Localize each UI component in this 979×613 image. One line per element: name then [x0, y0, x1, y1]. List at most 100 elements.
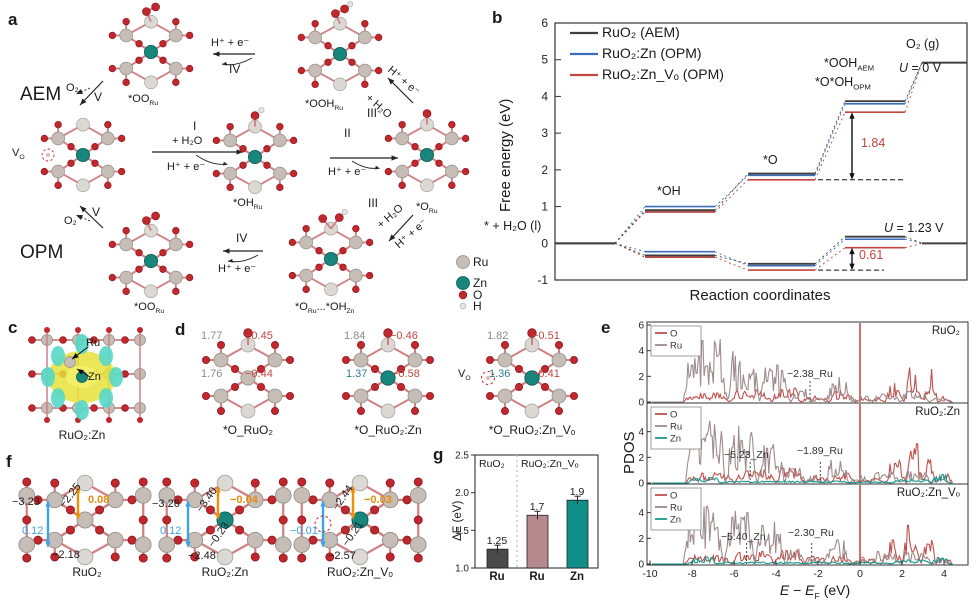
- g-group-ruo2-zn-vo: RuO₂:Zn_Vₒ: [521, 458, 579, 470]
- svg-text:5: 5: [541, 53, 548, 67]
- d1-charge-top: −0.45: [245, 330, 273, 342]
- vo-main: V: [12, 147, 20, 159]
- b-u0-label: U = 0 V: [899, 61, 941, 75]
- step-v-opm-label: V: [92, 205, 101, 219]
- step-iii-opm-label: III: [368, 196, 379, 210]
- struct-label-oo-ru-aem: *OORu: [128, 93, 158, 108]
- charge-density-art: [28, 327, 146, 423]
- b-gap-061-label: 0.61: [859, 248, 884, 262]
- c-zn-label: Zn: [88, 371, 101, 383]
- g-y-axis-label: ΔE (eV): [452, 500, 464, 541]
- d3-bond-top: 1.82: [487, 330, 509, 342]
- struct-label-ooh-ru: *OOHRu: [305, 98, 343, 113]
- t: = 1.23 V: [893, 221, 944, 235]
- e2-annotation-ru: −1.89_Ru: [797, 445, 843, 457]
- svg-text:-10: -10: [642, 568, 657, 580]
- t: Ru: [428, 208, 438, 216]
- svg-text:0: 0: [857, 568, 863, 580]
- panel-a-label: a: [8, 10, 18, 29]
- t: *OH: [233, 197, 254, 209]
- t: (eV): [819, 582, 851, 598]
- f-arrows: [45, 486, 356, 548]
- t: O: [465, 375, 471, 383]
- e1-title: RuO₂: [931, 325, 960, 337]
- t: ...: [316, 301, 326, 313]
- t: E: [779, 582, 790, 598]
- t: = 0 V: [908, 61, 942, 75]
- d1-bond-top: 1.77: [201, 330, 223, 342]
- b-gap-184-label: 1.84: [861, 136, 886, 150]
- svg-text:O: O: [670, 491, 677, 502]
- t: V: [458, 368, 466, 380]
- t: F: [814, 590, 820, 601]
- svg-text:0: 0: [638, 479, 644, 490]
- panel-g-label: g: [433, 445, 444, 464]
- e-x-axis-label: E − EF (eV): [735, 582, 895, 602]
- b-start-label: * + H₂O (l): [484, 219, 542, 233]
- f1-caption: RuO₂: [72, 565, 102, 579]
- molecule-o-ruo2-zn: [342, 328, 435, 419]
- e3-title: RuO₂:Zn_Vₒ: [896, 487, 960, 499]
- t: Ru: [155, 308, 165, 316]
- struct-label-o-ru: *ORu: [416, 201, 438, 216]
- t: Ru: [253, 204, 263, 212]
- d3-charge-top: −0.51: [532, 330, 560, 342]
- e-y-axis-label: PDOS: [621, 431, 638, 474]
- g-value-1: 1.25: [486, 535, 508, 547]
- panel-b-label: b: [492, 8, 503, 27]
- reagent-he-iv-opm: H⁺ + e⁻: [218, 263, 257, 275]
- svg-text:-2: -2: [813, 568, 822, 580]
- e3-annotation-ru: −2.30_Ru: [788, 527, 834, 539]
- free-energy-chart: -1 0 1 2 3 4 5 6: [537, 16, 968, 287]
- t: E: [805, 582, 815, 598]
- molecule-oh-ru: [212, 107, 298, 195]
- molecule-ooh-ru: [297, 1, 383, 92]
- reagent-h2o-i: + H₂O: [172, 135, 203, 147]
- f2-blue-value: 0.12: [160, 525, 182, 537]
- svg-text:4: 4: [941, 568, 947, 580]
- step-iv-opm-label: IV: [236, 231, 248, 245]
- g-value-2: 1.7: [529, 501, 545, 513]
- c-caption: RuO₂:Zn: [58, 428, 106, 442]
- svg-text:4: 4: [638, 427, 644, 438]
- svg-text:O: O: [670, 410, 677, 421]
- svg-text:2: 2: [541, 163, 548, 177]
- t: −: [789, 582, 806, 598]
- svg-text:Zn: Zn: [670, 434, 681, 445]
- d1-bond-mid: 1.76: [201, 368, 223, 380]
- t: *O: [416, 201, 429, 213]
- e2-title: RuO₂:Zn: [915, 406, 960, 418]
- d3-bond-mid: 1.36: [489, 368, 511, 380]
- svg-text:1: 1: [541, 200, 548, 214]
- svg-text:Ru: Ru: [670, 422, 682, 433]
- reagent-he-ii: H⁺ + e⁻: [328, 166, 367, 178]
- svg-text:Ru: Ru: [670, 341, 682, 352]
- g-cat-zn: Zn: [569, 571, 585, 583]
- e2-annotation-zn: −5.23_Zn: [724, 449, 769, 461]
- molecule-oo-ru-aem: [108, 2, 194, 90]
- d2-bond-top: 1.84: [344, 330, 366, 342]
- t: *O: [295, 301, 308, 313]
- svg-text:Ru: Ru: [670, 503, 682, 514]
- f3-orange-value: −0.03: [364, 494, 392, 506]
- c-ru-label: Ru: [86, 337, 101, 349]
- svg-text:2: 2: [638, 534, 644, 545]
- d2-bond-mid: 1.37: [346, 368, 368, 380]
- e1-annotation: −2.38_Ru: [787, 368, 833, 380]
- step-v-aem-label: V: [94, 90, 103, 104]
- molecule-f-ruo2-zn-vo: [293, 474, 427, 566]
- svg-text:-8: -8: [687, 568, 696, 580]
- svg-text:Zn: Zn: [670, 515, 681, 526]
- svg-text:4: 4: [638, 508, 644, 519]
- b-o2-gas-label: O₂ (g): [906, 37, 940, 51]
- panel-e-label: e: [601, 318, 611, 337]
- reagent-o2-opm: O₂: [64, 215, 77, 227]
- f3-bottom-value: −2.57: [328, 550, 356, 562]
- t: *OOH: [824, 56, 858, 70]
- b-x-axis-label: Reaction coordinates: [689, 287, 831, 304]
- aem-label: AEM: [20, 84, 62, 105]
- svg-text:-6: -6: [729, 568, 738, 580]
- svg-text:1.0: 1.0: [455, 564, 469, 575]
